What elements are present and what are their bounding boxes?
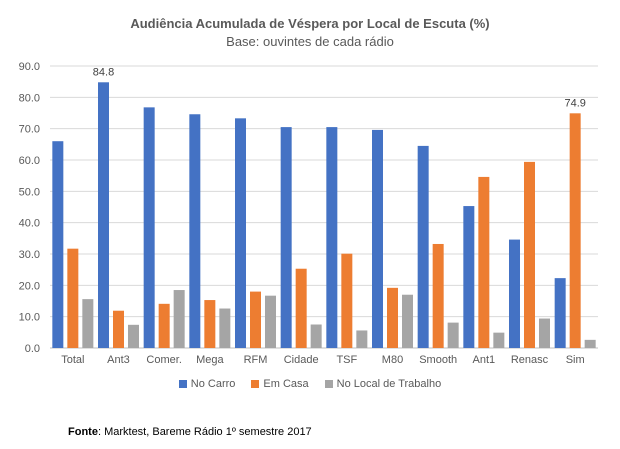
legend-item-no-carro: No Carro bbox=[178, 378, 236, 390]
chart-subtitle: Base: ouvintes de cada rádio bbox=[226, 34, 394, 49]
bar-smooth-s0 bbox=[417, 145, 429, 348]
y-tick-label: 80.0 bbox=[19, 92, 40, 104]
y-tick-label: 90.0 bbox=[19, 61, 40, 73]
source-label: Fonte bbox=[68, 426, 98, 438]
bar-comer-s0 bbox=[143, 107, 155, 348]
bar-smooth-s1 bbox=[432, 243, 444, 348]
x-tick-label: Mega bbox=[196, 354, 224, 366]
bar-renasc-s0 bbox=[509, 239, 520, 348]
legend-swatch-no-carro bbox=[178, 380, 187, 388]
legend-item-local-trabalho: No Local de Trabalho bbox=[324, 378, 442, 390]
y-tick-label: 70.0 bbox=[19, 124, 40, 136]
x-tick-label: Smooth bbox=[419, 354, 457, 366]
bar-mega-s1 bbox=[204, 300, 216, 348]
source-note: Fonte: Marktest, Bareme Rádio 1º semestr… bbox=[68, 426, 312, 438]
y-tick-label: 20.0 bbox=[19, 280, 40, 292]
source-text: : Marktest, Bareme Rádio 1º semestre 201… bbox=[97, 426, 312, 438]
bar-cidade-s0 bbox=[280, 127, 292, 348]
bar-ant1-s2 bbox=[493, 332, 505, 348]
legend-label-em-casa: Em Casa bbox=[263, 378, 309, 390]
bar-m80-s2 bbox=[402, 294, 413, 348]
x-tick-label: Cidade bbox=[284, 354, 319, 366]
bar-tsf-s2 bbox=[356, 330, 368, 348]
x-tick-label: Renasc bbox=[511, 354, 549, 366]
legend-swatch-em-casa bbox=[251, 380, 260, 388]
bar-ant3-s1 bbox=[113, 310, 124, 348]
bar-cidade-s1 bbox=[295, 268, 307, 348]
x-tick-label: Ant1 bbox=[473, 354, 496, 366]
legend-item-em-casa: Em Casa bbox=[251, 378, 309, 390]
bar-rfm-s2 bbox=[265, 295, 276, 348]
x-tick-label: TSF bbox=[336, 354, 357, 366]
bar-renasc-s2 bbox=[539, 318, 550, 348]
legend-label-no-carro: No Carro bbox=[190, 378, 236, 390]
data-label: 84.8 bbox=[93, 66, 114, 78]
bar-ant3-s0 bbox=[98, 82, 109, 348]
bar-comer-s2 bbox=[173, 290, 185, 348]
bar-m80-s0 bbox=[372, 129, 383, 348]
bar-tsf-s0 bbox=[326, 127, 338, 348]
data-label: 74.9 bbox=[564, 97, 585, 109]
y-tick-label: 30.0 bbox=[19, 249, 40, 261]
y-tick-label: 0.0 bbox=[25, 343, 40, 355]
bar-rfm-s0 bbox=[235, 118, 246, 349]
legend-swatch-local-trabalho bbox=[324, 380, 333, 388]
x-tick-label: Ant3 bbox=[107, 354, 130, 366]
x-tick-label: Comer. bbox=[146, 354, 181, 366]
bar-ant1-s1 bbox=[478, 176, 490, 348]
x-tick-label: Total bbox=[61, 354, 84, 366]
chart-title: Audiência Acumulada de Véspera por Local… bbox=[130, 16, 490, 31]
y-tick-label: 60.0 bbox=[19, 155, 40, 167]
x-tick-label: M80 bbox=[382, 354, 403, 366]
y-tick-label: 10.0 bbox=[19, 312, 40, 324]
x-tick-label: Sim bbox=[566, 354, 585, 366]
bar-tsf-s1 bbox=[341, 253, 353, 348]
bar-cidade-s2 bbox=[310, 324, 322, 348]
y-tick-label: 50.0 bbox=[19, 186, 40, 198]
bar-total-s1 bbox=[67, 248, 79, 348]
bar-sim-s2 bbox=[584, 339, 596, 348]
bar-comer-s1 bbox=[158, 303, 170, 348]
bar-rfm-s1 bbox=[250, 291, 261, 348]
bar-sim-s0 bbox=[554, 278, 566, 348]
x-tick-label: RFM bbox=[244, 354, 268, 366]
bar-mega-s2 bbox=[219, 308, 231, 348]
bar-sim-s1 bbox=[569, 113, 581, 349]
bar-ant1-s0 bbox=[463, 206, 475, 348]
bar-renasc-s1 bbox=[524, 161, 535, 348]
bar-m80-s1 bbox=[387, 287, 398, 348]
y-tick-label: 40.0 bbox=[19, 218, 40, 230]
chart-legend: No Carro Em Casa No Local de Trabalho bbox=[0, 378, 620, 390]
legend-label-local-trabalho: No Local de Trabalho bbox=[336, 378, 442, 390]
bar-smooth-s2 bbox=[447, 322, 459, 348]
bar-total-s0 bbox=[52, 141, 64, 348]
bar-mega-s0 bbox=[189, 114, 201, 349]
bar-ant3-s2 bbox=[128, 324, 139, 348]
bar-total-s2 bbox=[82, 299, 94, 348]
